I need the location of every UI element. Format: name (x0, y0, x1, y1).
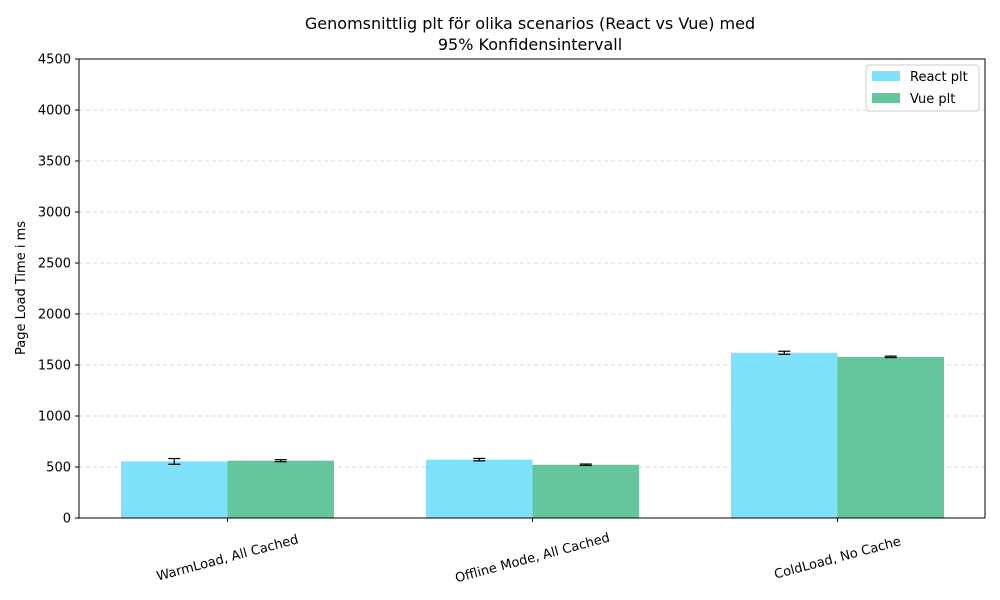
bar-react (426, 459, 533, 518)
legend-swatch-react (872, 71, 900, 81)
y-tick-label: 1500 (38, 359, 71, 374)
bar-vue (837, 356, 944, 518)
legend: React plt Vue plt (865, 64, 980, 112)
y-tick-label: 500 (46, 461, 71, 476)
y-axis-ticks: 0 500 1000 1500 2000 2500 3000 3500 4000 4500 (38, 53, 79, 527)
x-tick-label: ColdLoad, No Cache (773, 534, 903, 582)
chart-title-line-1: Genomsnittlig plt för olika scenarios (R… (305, 14, 755, 33)
legend-label-react: React plt (910, 70, 968, 85)
x-tick-label: Offline Mode, All Cached (454, 531, 612, 587)
y-tick-label: 4000 (38, 104, 71, 119)
y-tick-label: 1000 (38, 410, 71, 425)
legend-label-vue: Vue plt (910, 92, 955, 107)
y-tick-label: 0 (63, 512, 71, 527)
y-tick-label: 4500 (38, 53, 71, 68)
y-tick-label: 3000 (38, 206, 71, 221)
y-tick-label: 2000 (38, 308, 71, 323)
legend-swatch-vue (872, 93, 900, 103)
y-tick-label: 2500 (38, 257, 71, 272)
y-tick-label: 3500 (38, 155, 71, 170)
bar-react (731, 352, 838, 518)
bars (121, 352, 944, 518)
bar-vue (532, 464, 639, 518)
error-bars (168, 350, 897, 467)
x-axis-ticks: WarmLoad, All Cached Offline Mode, All Ca… (155, 518, 903, 586)
bar-react (121, 461, 228, 518)
x-tick-label: WarmLoad, All Cached (155, 532, 300, 584)
y-axis-label: Page Load Time i ms (14, 221, 29, 355)
bar-vue (227, 460, 334, 518)
chart-title-line-2: 95% Konfidensintervall (438, 35, 622, 54)
